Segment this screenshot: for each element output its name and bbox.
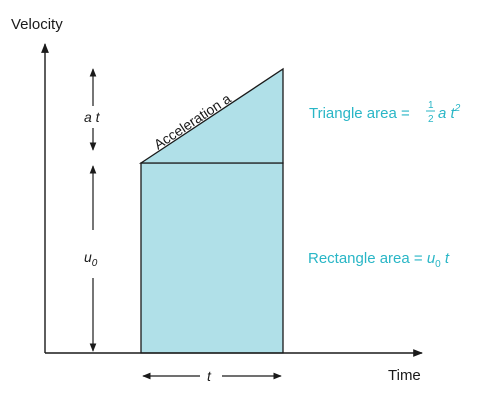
rectangle-area-label: Rectangle area = u0 t xyxy=(308,250,450,270)
u0-label: u0 xyxy=(84,249,98,269)
t-label: t xyxy=(207,368,212,384)
triangle-region xyxy=(138,67,284,164)
at-label-front: a t xyxy=(84,109,101,125)
rectangle-region xyxy=(140,162,284,354)
y-axis-label: Velocity xyxy=(11,16,63,33)
triangle-area-var: a t2 xyxy=(438,103,461,122)
triangle-frac-den: 2 xyxy=(428,114,434,125)
triangle-area-label: Triangle area = xyxy=(309,105,410,122)
triangle-frac-num: 1 xyxy=(428,100,434,111)
x-axis-label: Time xyxy=(388,367,421,384)
at-arrow-gap xyxy=(86,106,101,128)
